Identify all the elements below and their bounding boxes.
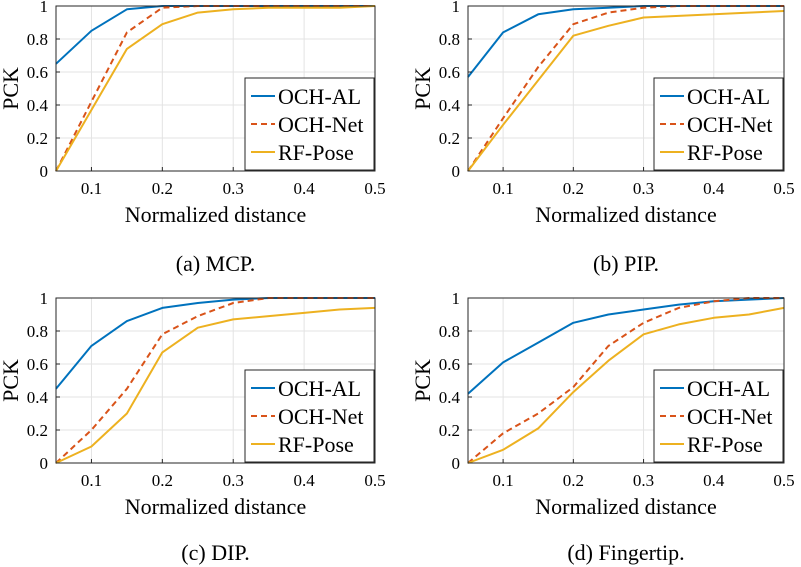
series-line-och-al — [55, 5, 375, 65]
panel-caption: (d) Fingertip. — [567, 540, 684, 565]
legend-label: OCH-Net — [278, 112, 364, 137]
x-tick-label: 0.3 — [633, 471, 654, 490]
y-tick-label: 0.4 — [439, 388, 461, 407]
legend-label: RF-Pose — [278, 140, 354, 165]
series-line-rf-pose — [55, 5, 376, 172]
y-tick-label: 0.2 — [439, 421, 460, 440]
legend-label: OCH-AL — [278, 376, 361, 401]
x-tick-label: 0.4 — [703, 471, 725, 490]
panel-caption: (b) PIP. — [593, 251, 659, 276]
x-tick-label: 0.1 — [81, 179, 102, 198]
y-tick-label: 0.6 — [439, 63, 460, 82]
x-tick-label: 0.1 — [492, 471, 513, 490]
y-tick-label: 0 — [452, 162, 461, 181]
legend-label: OCH-Net — [687, 404, 773, 429]
x-tick-label: 0.1 — [492, 179, 513, 198]
series-line-rf-pose — [467, 10, 785, 172]
x-tick-label: 0.5 — [773, 179, 794, 198]
legend: OCH-AL OCH-Net RF-Pose — [653, 77, 784, 171]
series-line-och-al — [467, 5, 784, 78]
legend-label: OCH-Net — [278, 404, 364, 429]
x-tick-label: 0.5 — [364, 471, 385, 490]
x-tick-label: 0.4 — [703, 179, 725, 198]
x-tick-label: 0.3 — [223, 471, 244, 490]
series-line-och-net — [467, 297, 784, 464]
x-tick-label: 0.1 — [81, 471, 102, 490]
y-tick-label: 1 — [40, 0, 49, 16]
y-tick-label: 1 — [452, 289, 461, 308]
x-axis-label: Normalized distance — [535, 494, 716, 519]
axes-box — [467, 5, 785, 172]
y-tick-label: 0.8 — [439, 322, 460, 341]
x-tick-label: 0.3 — [633, 179, 654, 198]
y-tick-label: 0 — [40, 162, 49, 181]
x-tick-label: 0.5 — [773, 471, 794, 490]
y-axis-label: PCK — [410, 67, 435, 110]
y-tick-label: 0.8 — [27, 30, 48, 49]
y-tick-label: 0.6 — [27, 355, 48, 374]
panel-caption: (a) MCP. — [176, 251, 255, 276]
series-line-och-al — [467, 297, 785, 395]
y-tick-label: 1 — [40, 289, 49, 308]
y-axis-label: PCK — [0, 359, 23, 402]
y-tick-label: 1 — [452, 0, 461, 16]
x-tick-label: 0.2 — [152, 471, 173, 490]
y-tick-label: 0 — [40, 454, 49, 473]
series-line-rf-pose — [55, 306, 376, 464]
y-tick-label: 0 — [452, 454, 461, 473]
legend-label: OCH-Net — [687, 112, 773, 137]
y-tick-label: 0.8 — [27, 322, 48, 341]
legend: OCH-AL OCH-Net RF-Pose — [244, 77, 375, 171]
x-tick-label: 0.2 — [152, 179, 173, 198]
legend-label: OCH-AL — [278, 84, 361, 109]
x-axis-label: Normalized distance — [535, 202, 716, 227]
x-tick-label: 0.5 — [364, 179, 385, 198]
legend: OCH-AL OCH-Net RF-Pose — [653, 369, 784, 463]
y-tick-label: 0.8 — [439, 30, 460, 49]
y-tick-label: 0.6 — [27, 63, 48, 82]
series-line-rf-pose — [467, 306, 785, 464]
x-tick-label: 0.2 — [563, 179, 584, 198]
y-tick-label: 0.2 — [27, 129, 48, 148]
y-tick-label: 0.4 — [439, 96, 461, 115]
y-tick-label: 0.2 — [439, 129, 460, 148]
panel-caption: (c) DIP. — [181, 540, 249, 565]
y-axis-label: PCK — [410, 359, 435, 402]
y-tick-label: 0.6 — [439, 355, 460, 374]
axes-box — [55, 5, 376, 172]
y-tick-label: 0.4 — [27, 96, 49, 115]
y-tick-label: 0.2 — [27, 421, 48, 440]
legend: OCH-AL OCH-Net RF-Pose — [244, 369, 375, 463]
axes-box — [467, 297, 785, 464]
y-axis-label: PCK — [0, 67, 23, 110]
x-tick-label: 0.4 — [293, 179, 315, 198]
x-tick-label: 0.3 — [223, 179, 244, 198]
legend-label: RF-Pose — [687, 140, 763, 165]
legend-label: RF-Pose — [687, 432, 763, 457]
axes-box — [55, 297, 376, 464]
x-axis-label: Normalized distance — [125, 494, 306, 519]
x-tick-label: 0.2 — [563, 471, 584, 490]
x-axis-label: Normalized distance — [125, 202, 306, 227]
chart-panel-1: 0.1 0.2 0.3 0.4 0.5 0 0.2 0.4 0.6 0.8 1 Normalized … — [0, 0, 386, 276]
chart-panel-2: 0.1 0.2 0.3 0.4 0.5 0 0.2 0.4 0.6 0.8 1 Normalized … — [410, 0, 795, 276]
x-tick-label: 0.4 — [293, 471, 315, 490]
legend-label: RF-Pose — [278, 432, 354, 457]
chart-panel-3: 0.1 0.2 0.3 0.4 0.5 0 0.2 0.4 0.6 0.8 1 Normalized … — [0, 289, 386, 565]
y-tick-label: 0.4 — [27, 388, 49, 407]
legend-label: OCH-AL — [687, 84, 770, 109]
legend-label: OCH-AL — [687, 376, 770, 401]
chart-panel-4: 0.1 0.2 0.3 0.4 0.5 0 0.2 0.4 0.6 0.8 1 Normalized … — [410, 289, 795, 565]
